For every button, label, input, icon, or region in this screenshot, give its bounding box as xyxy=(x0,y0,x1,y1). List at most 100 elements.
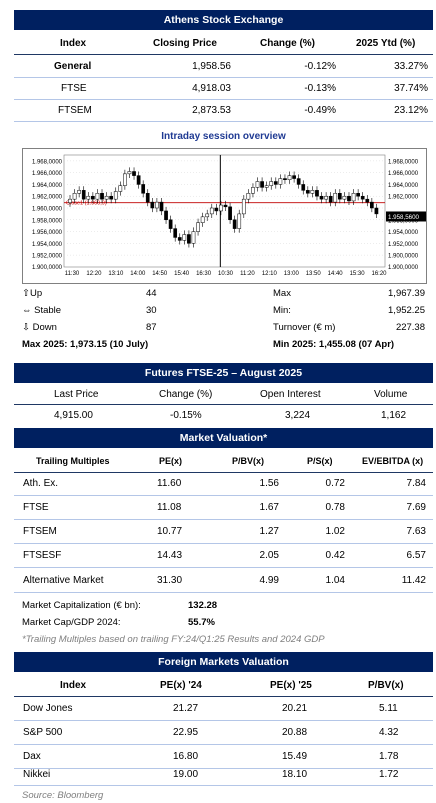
divider xyxy=(14,768,433,769)
ase-header: Athens Stock Exchange xyxy=(14,10,433,30)
divider xyxy=(14,543,433,544)
x-tick-label: 15:30 xyxy=(350,271,366,277)
min-value: 1,952.25 xyxy=(388,305,425,316)
max-2025: Max 2025: 1,973.15 (10 July) xyxy=(22,339,149,350)
x-tick-label: 14:40 xyxy=(328,271,344,277)
plot-area xyxy=(63,154,386,268)
stable-stat: ⇔ Stable xyxy=(22,305,62,316)
valuation-header: Market Valuation* xyxy=(14,428,433,448)
candle-body xyxy=(333,193,338,203)
candle-body xyxy=(159,201,164,212)
candle-body xyxy=(219,204,223,212)
divider xyxy=(14,785,433,786)
candle-body xyxy=(347,195,351,202)
candle-body xyxy=(86,195,91,200)
table-row: FTSE 4,918.03 -0.13% 37.74% xyxy=(61,82,428,94)
divider xyxy=(14,592,433,593)
divider xyxy=(14,720,433,721)
y-tick-label: 1.964,0000 xyxy=(32,183,63,189)
table-row: FTSEM 10.77 1.27 1.02 7.63 xyxy=(23,525,426,537)
up-arrow-icon: ⇧ xyxy=(22,288,30,299)
close-label: Close1 (1.960,9) xyxy=(66,201,107,207)
y-tick-label-right: 1.900,0000 xyxy=(388,254,419,260)
candle-body xyxy=(356,193,360,197)
source-note: Source: Bloomberg xyxy=(22,790,104,801)
mcap-label: Market Capitalization (€ bn): xyxy=(22,600,141,611)
down-arrow-icon: ⇩ xyxy=(22,322,30,333)
divider xyxy=(14,519,433,520)
x-tick-label: 13:50 xyxy=(306,271,322,277)
table-row: Alternative Market 31.30 4.99 1.04 11.42 xyxy=(23,574,426,586)
candle-body xyxy=(164,210,168,221)
candle-body xyxy=(301,184,306,191)
divider xyxy=(14,99,433,100)
y-tick-label-right: 1.954,0000 xyxy=(388,230,419,236)
col-index: Index xyxy=(60,37,87,49)
x-tick-label: 13:00 xyxy=(284,271,300,277)
candle-body xyxy=(173,228,178,238)
y-tick-label: 1.952,0000 xyxy=(32,254,63,260)
stable-value: 30 xyxy=(146,305,157,316)
col-ytd: 2025 Ytd (%) xyxy=(356,37,416,49)
foreign-header-row: Index PE(x) '24 PE(x) '25 P/BV(x) xyxy=(60,679,404,691)
y-tick-label: 1.966,0000 xyxy=(32,171,63,177)
candle-body xyxy=(109,195,114,200)
mcap-gdp-value: 55.7% xyxy=(188,617,215,628)
candle-body xyxy=(200,216,205,223)
candle-body xyxy=(241,198,246,215)
table-row: FTSESF 14.43 2.05 0.42 6.57 xyxy=(23,549,426,561)
candle-body xyxy=(127,171,132,175)
col-change: Change (%) xyxy=(260,37,315,49)
candle-body xyxy=(370,201,374,209)
turnover-label: Turnover (€ m) xyxy=(273,322,336,333)
candle-body xyxy=(68,198,72,203)
candle-body xyxy=(292,175,296,179)
y-tick-label-right: 1.968,0000 xyxy=(388,159,419,165)
candle-body xyxy=(287,175,292,180)
candle-body xyxy=(228,206,232,221)
table-row: Ath. Ex. 11.60 1.56 0.72 7.84 xyxy=(23,477,426,489)
candle-body xyxy=(342,195,347,200)
min-label: Min: xyxy=(273,305,291,316)
candle-body xyxy=(310,190,315,194)
candle-body xyxy=(269,181,274,186)
divider xyxy=(14,121,433,122)
candle-body xyxy=(182,234,187,241)
candle-body xyxy=(278,178,283,185)
candle-body xyxy=(91,195,95,200)
candle-body xyxy=(283,178,287,180)
candle-body xyxy=(136,175,141,185)
candle-body xyxy=(168,219,173,229)
down-stat: ⇩ Down xyxy=(22,322,57,333)
y-tick-label-right: 1.962,0000 xyxy=(388,195,419,201)
y-tick-label: 1.958,0000 xyxy=(32,218,63,224)
candle-body xyxy=(191,231,196,244)
y-tick-label: 1.956,0000 xyxy=(32,230,63,236)
candle-body xyxy=(132,171,136,176)
max-label: Max xyxy=(273,288,291,299)
candle-body xyxy=(72,193,77,200)
candle-body xyxy=(118,185,123,192)
x-tick-label: 15:40 xyxy=(174,271,190,277)
intraday-title: Intraday session overview xyxy=(161,131,286,142)
candle-body xyxy=(319,195,324,200)
table-row: 4,915.00 -0.15% 3,224 1,162 xyxy=(54,409,407,421)
divider xyxy=(14,567,433,568)
candle-body xyxy=(100,193,104,200)
candle-body xyxy=(324,195,328,200)
candle-body xyxy=(223,204,228,208)
y-tick-label-right: 1.900,0000 xyxy=(388,265,419,271)
last-value-badge xyxy=(386,211,426,222)
down-value: 87 xyxy=(146,322,157,333)
candle-body xyxy=(255,181,260,188)
candle-body xyxy=(296,178,301,185)
candle-body xyxy=(177,237,182,241)
candle-body xyxy=(113,191,118,200)
candle-body xyxy=(77,190,81,194)
candle-body xyxy=(214,207,219,212)
candle-body xyxy=(337,193,342,200)
candle-body xyxy=(232,219,237,229)
mcap-value: 132.28 xyxy=(188,600,218,611)
y-tick-label: 1.954,0000 xyxy=(32,242,63,248)
x-tick-label: 14:00 xyxy=(130,271,146,277)
